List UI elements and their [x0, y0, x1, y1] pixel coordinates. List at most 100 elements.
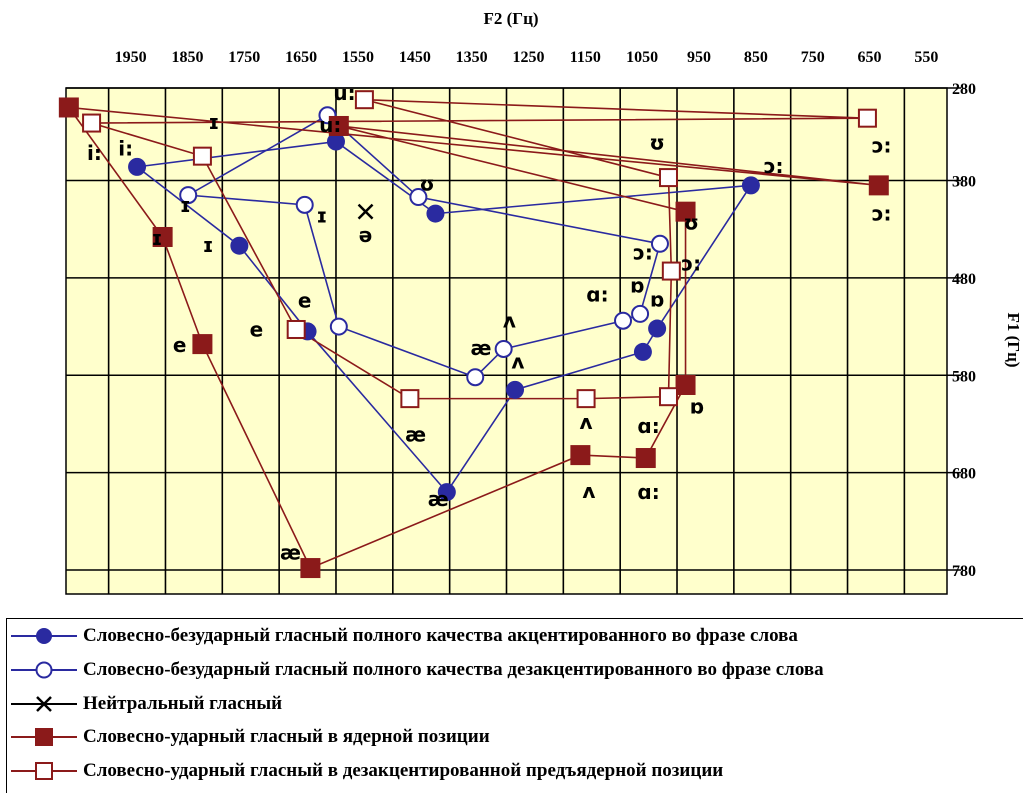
data-point — [570, 445, 591, 466]
vowel-label: ɔ: — [764, 154, 784, 178]
vowel-label: i: — [87, 141, 102, 165]
vowel-label: ɪ — [180, 193, 191, 217]
data-point — [857, 108, 877, 128]
vowel-label: æ — [470, 336, 491, 360]
data-point — [329, 317, 348, 336]
data-point — [58, 97, 79, 118]
data-point — [675, 201, 696, 222]
vowel-label: ɪ — [151, 226, 162, 250]
data-point — [868, 175, 889, 196]
legend-marker-filled-square — [11, 728, 77, 746]
x-tick-label: 1450 — [399, 49, 431, 66]
x-axis-title: F2 (Гц) — [483, 9, 538, 28]
vowel-label: æ — [428, 487, 449, 511]
legend-marker-filled-circle — [11, 628, 77, 644]
legend-marker-cross — [11, 696, 77, 712]
data-point — [648, 319, 667, 338]
vowel-label: ɔ: — [633, 241, 653, 265]
data-point — [658, 387, 678, 407]
data-point — [675, 374, 696, 395]
vowel-label: ɑ: — [637, 414, 659, 438]
legend-label: Словесно-ударный гласный в дезакцентиров… — [83, 760, 724, 781]
legend-item-deaccented-unstressed: Словесно-безударный гласный полного каче… — [7, 656, 824, 684]
x-tick-label: 1750 — [228, 49, 260, 66]
data-point — [437, 483, 456, 502]
y-tick-labels: 280 380 480 580 680 780 — [952, 81, 976, 580]
data-point — [357, 203, 374, 220]
legend-label: Словесно-безударный гласный полного каче… — [83, 625, 798, 646]
data-point — [741, 176, 760, 195]
vowel-label: ɑ: — [637, 480, 659, 504]
vowel-label: ə — [359, 223, 373, 247]
legend-label: Словесно-безударный гласный полного каче… — [83, 659, 824, 680]
x-tick-labels: 1950 1850 1750 1650 1550 1450 1350 1250 1150 1050… — [115, 49, 939, 66]
y-tick-label: 780 — [952, 563, 976, 580]
vowel-label: ɔ: — [872, 202, 892, 226]
vowel-label: ʊ — [419, 171, 434, 195]
data-point — [506, 380, 525, 399]
vowel-label: ʌ — [503, 309, 516, 333]
legend-item-stressed-nuclear: Словесно-ударный гласный в ядерной позиц… — [7, 723, 490, 751]
x-tick-label: 1950 — [115, 49, 147, 66]
vowel-label: ʌ — [580, 410, 593, 434]
y-tick-label: 580 — [952, 368, 976, 385]
x-tick-label: 950 — [687, 49, 711, 66]
y-tick-label: 280 — [952, 81, 976, 98]
y-tick-label: 480 — [952, 271, 976, 288]
legend-label: Словесно-ударный гласный в ядерной позиц… — [83, 726, 490, 747]
vowel-formant-chart: 1950 1850 1750 1650 1550 1450 1350 1250 1150 1050… — [58, 9, 1023, 595]
vowel-label: u: — [333, 81, 355, 105]
vowel-label: ɪ — [316, 204, 327, 228]
data-point — [400, 389, 420, 409]
legend-marker-hollow-square — [11, 762, 77, 780]
vowel-label: ɒ — [690, 394, 704, 418]
vowel-label: ʊ — [683, 210, 698, 234]
x-tick-label: 1850 — [171, 49, 203, 66]
vowel-label: ɔ: — [872, 133, 892, 157]
data-point — [295, 195, 314, 214]
data-point — [128, 157, 147, 176]
x-tick-label: 1250 — [513, 49, 545, 66]
legend-label: Нейтральный гласный — [83, 693, 283, 714]
vowel-label: æ — [405, 423, 426, 447]
x-tick-label: 550 — [914, 49, 938, 66]
data-point — [576, 389, 596, 409]
vowel-label: i: — [118, 136, 133, 160]
data-point — [631, 304, 650, 323]
data-point — [409, 188, 428, 207]
vowel-label: ɒ — [650, 287, 664, 311]
vowel-label: ɔ: — [681, 251, 701, 275]
vowel-label: e — [173, 333, 187, 357]
x-tick-label: 750 — [801, 49, 825, 66]
data-point — [494, 339, 513, 358]
vowel-label: u: — [319, 113, 341, 137]
legend-marker-hollow-circle — [11, 661, 77, 679]
vowel-label: æ — [280, 540, 301, 564]
data-point — [286, 319, 306, 339]
vowel-label: ɪ — [208, 110, 219, 134]
data-point — [82, 113, 102, 133]
data-point — [650, 234, 669, 253]
data-point — [633, 342, 652, 361]
vowel-label: e — [250, 317, 264, 341]
legend: Словесно-безударный гласный полного каче… — [6, 618, 1023, 793]
data-point — [661, 261, 681, 281]
data-point — [354, 90, 374, 110]
x-tick-label: 650 — [858, 49, 882, 66]
vowel-label: ɒ — [630, 274, 644, 298]
vowel-label: ɑ: — [586, 282, 608, 306]
data-point — [328, 115, 349, 136]
data-point — [192, 334, 213, 355]
x-tick-label: 1050 — [626, 49, 658, 66]
data-point — [326, 132, 345, 151]
vowel-label: ʌ — [582, 479, 595, 503]
legend-item-neutral-vowel: Нейтральный гласный — [7, 690, 282, 718]
legend-item-stressed-prenuclear: Словесно-ударный гласный в дезакцентиров… — [7, 757, 723, 785]
data-point — [614, 311, 633, 330]
data-point — [426, 204, 445, 223]
y-axis-title: F1 (Гц) — [1004, 312, 1023, 367]
data-point — [230, 236, 249, 255]
vowel-label: e — [298, 288, 312, 312]
x-tick-label: 850 — [744, 49, 768, 66]
data-point — [300, 558, 321, 579]
